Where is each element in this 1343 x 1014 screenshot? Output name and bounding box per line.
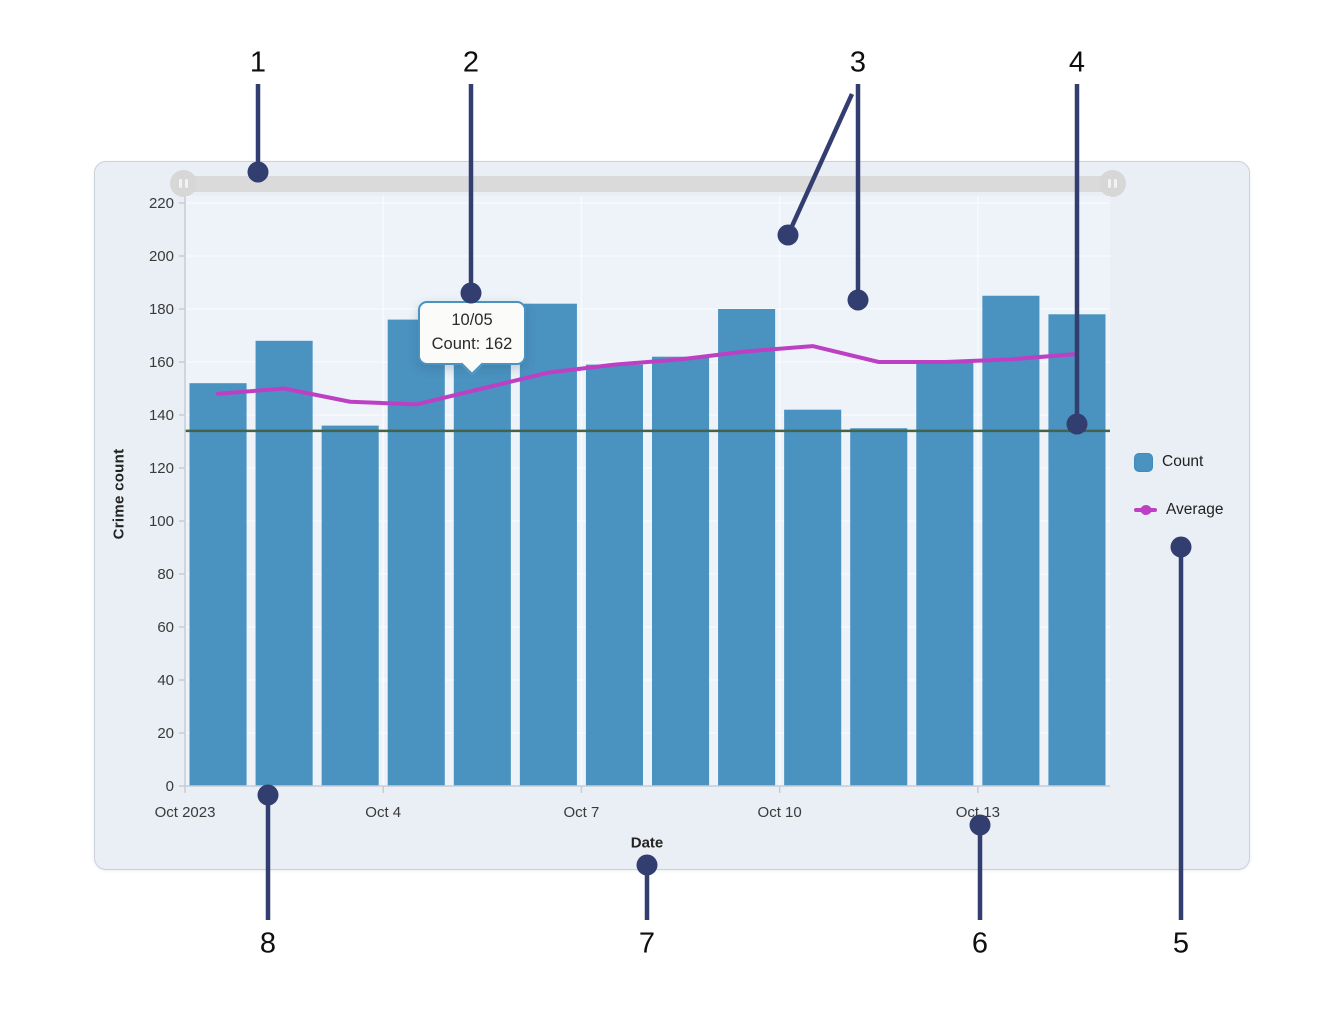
bar-oct-4[interactable] (387, 319, 445, 786)
y-tick-label: 220 (149, 195, 174, 212)
y-tick-label: 0 (166, 778, 174, 795)
count-swatch-icon (1134, 452, 1153, 472)
y-axis-title: Crime count (110, 448, 128, 540)
annotation-label-1: 1 (249, 46, 267, 79)
y-tick-label: 80 (157, 566, 174, 583)
y-tick-label: 160 (149, 354, 174, 371)
annotation-label-4: 4 (1068, 46, 1086, 79)
y-tick-label: 140 (149, 407, 174, 424)
annotation-label-8: 8 (259, 927, 277, 960)
annotation-label-2: 2 (462, 46, 480, 79)
y-tick-label: 40 (157, 672, 174, 689)
annotation-label-3: 3 (849, 46, 867, 79)
y-tick-label: 120 (149, 460, 174, 477)
annotation-label-5: 5 (1172, 927, 1190, 960)
y-tick-label: 20 (157, 725, 174, 742)
grip-icon (1114, 179, 1117, 188)
y-tick-label: 200 (149, 248, 174, 265)
bar-oct-6[interactable] (519, 303, 577, 786)
annotation-label-6: 6 (971, 927, 989, 960)
x-axis-title: Date (630, 834, 664, 852)
bar-oct-3[interactable] (321, 425, 379, 786)
bar-oct-7[interactable] (585, 364, 643, 786)
chart-tooltip: 10/05 Count: 162 (418, 301, 526, 365)
legend-item-count[interactable]: Count (1134, 452, 1223, 472)
range-slider-track[interactable] (173, 176, 1120, 192)
bar-oct-2[interactable] (255, 340, 313, 786)
x-tick-label: Oct 10 (758, 804, 802, 821)
annotation-label-7: 7 (638, 927, 656, 960)
bar-oct-10[interactable] (784, 409, 842, 786)
slider-right-handle[interactable] (1099, 170, 1126, 197)
x-tick-label: Oct 13 (956, 804, 1000, 821)
bar-oct-5[interactable] (453, 356, 511, 786)
bar-oct-14[interactable] (1048, 314, 1106, 786)
y-tick-label: 60 (157, 619, 174, 636)
grip-icon (1108, 179, 1111, 188)
x-tick-label: Oct 2023 (155, 804, 216, 821)
average-line[interactable] (216, 344, 1079, 407)
y-tick-label: 100 (149, 513, 174, 530)
bar-oct-9[interactable] (718, 309, 776, 786)
bar-oct-12[interactable] (916, 362, 974, 786)
legend-item-average[interactable]: Average (1134, 500, 1223, 520)
bar-oct-13[interactable] (982, 295, 1040, 786)
y-tick-label: 180 (149, 301, 174, 318)
x-tick-label: Oct 7 (563, 804, 599, 821)
grip-icon (179, 179, 182, 188)
slider-left-handle[interactable] (170, 170, 197, 197)
tooltip-date: 10/05 (451, 311, 493, 329)
average-swatch-icon (1134, 508, 1157, 512)
chart-legend: Count Average (1134, 452, 1223, 548)
legend-average-label: Average (1166, 501, 1224, 518)
x-tick-label: Oct 4 (365, 804, 401, 821)
bar-oct-1[interactable] (189, 383, 247, 786)
bar-oct-8[interactable] (652, 356, 710, 786)
bar-oct-11[interactable] (850, 428, 908, 786)
legend-count-label: Count (1162, 453, 1204, 470)
grip-icon (185, 179, 188, 188)
tooltip-value: Count: 162 (431, 335, 513, 353)
